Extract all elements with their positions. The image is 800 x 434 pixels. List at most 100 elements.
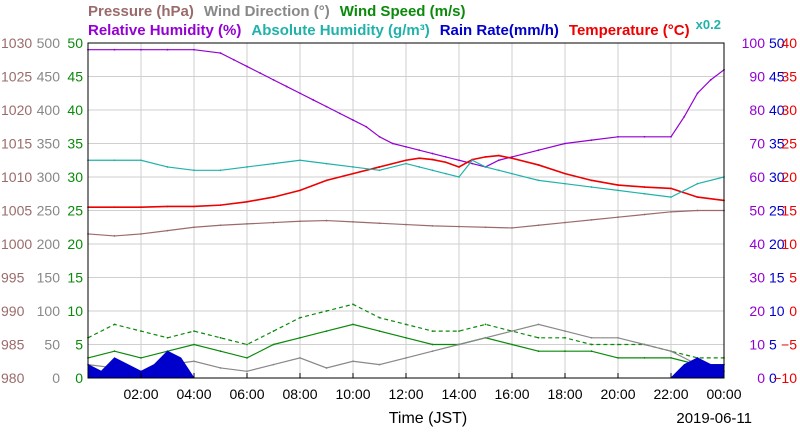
tick-label-wind-direction: 50 xyxy=(44,337,60,353)
data-point xyxy=(285,85,288,88)
tick-label-wind-direction: 100 xyxy=(37,303,61,319)
data-point xyxy=(299,336,301,339)
data-point xyxy=(166,166,169,168)
x-tick-label: 00:00 xyxy=(706,386,741,402)
tick-label-wind-speed: 25 xyxy=(67,203,83,219)
data-point xyxy=(352,323,354,326)
tick-label-rain-rate: 15 xyxy=(769,270,785,286)
data-point xyxy=(431,343,434,346)
data-point xyxy=(405,223,407,226)
x-tick-label: 12:00 xyxy=(388,386,423,402)
data-point xyxy=(405,336,407,339)
tick-label-pressure: 1015 xyxy=(1,136,32,152)
tick-label-wind-direction: 150 xyxy=(37,270,61,286)
legend-item-humidity: Relative Humidity (%) xyxy=(88,22,241,39)
data-point xyxy=(458,176,460,178)
data-point xyxy=(484,226,487,229)
tick-label-wind-speed: 5 xyxy=(75,337,83,353)
tick-label-temperature: −10 xyxy=(773,370,797,386)
data-point xyxy=(405,145,407,148)
tick-label-pressure: 995 xyxy=(1,270,25,286)
data-point xyxy=(405,357,407,359)
data-point xyxy=(312,99,315,101)
data-point xyxy=(418,166,421,168)
data-point xyxy=(511,227,513,229)
data-point xyxy=(365,125,368,128)
data-point xyxy=(484,156,487,158)
x-tick-label: 22:00 xyxy=(653,386,688,402)
tick-label-humidity: 80 xyxy=(749,102,765,118)
legend-item-absolute-humidity: Absolute Humidity (g/m³) xyxy=(251,22,429,39)
data-point xyxy=(537,224,540,227)
data-point xyxy=(617,216,619,219)
tick-label-rain-rate: 30 xyxy=(769,169,785,185)
legend-item-pressure: Pressure (hPa) xyxy=(88,3,194,20)
tick-label-wind-speed: 45 xyxy=(67,69,83,85)
data-point xyxy=(431,330,434,332)
tick-label-temperature: 25 xyxy=(781,136,797,152)
series-line-relative-humidity xyxy=(88,49,725,168)
data-point xyxy=(484,336,487,339)
tick-label-temperature: 0 xyxy=(789,303,797,319)
data-point xyxy=(272,196,275,199)
data-point xyxy=(378,169,381,172)
data-point xyxy=(617,135,619,138)
data-point xyxy=(405,323,407,326)
data-point xyxy=(683,115,686,118)
data-point xyxy=(670,135,672,138)
data-point xyxy=(471,162,474,165)
data-point xyxy=(418,157,421,160)
data-point xyxy=(511,172,513,175)
data-point xyxy=(537,336,540,339)
tick-label-wind-speed: 0 xyxy=(75,370,83,386)
x-tick-label: 04:00 xyxy=(176,386,211,402)
tick-label-pressure: 985 xyxy=(1,337,25,353)
data-point xyxy=(670,196,672,199)
data-point xyxy=(444,161,447,164)
x-tick-label: 10:00 xyxy=(335,386,370,402)
data-point xyxy=(511,330,513,332)
data-point xyxy=(193,343,195,346)
data-point xyxy=(113,206,116,209)
tick-label-pressure: 1020 xyxy=(1,102,32,118)
data-point xyxy=(246,343,248,346)
data-point xyxy=(299,220,301,223)
x-tick-label: 14:00 xyxy=(441,386,476,402)
data-point xyxy=(272,221,275,224)
legend: Pressure (hPa) Wind Direction (°) Wind Spe… xyxy=(88,3,721,39)
tick-label-humidity: 10 xyxy=(749,337,765,353)
data-point xyxy=(537,323,540,326)
data-point xyxy=(458,343,460,346)
data-point xyxy=(590,343,593,346)
data-point xyxy=(219,336,222,339)
data-point xyxy=(643,357,646,359)
data-point xyxy=(511,157,513,160)
data-point xyxy=(299,189,301,192)
tick-label-wind-speed: 50 xyxy=(67,35,83,51)
x-axis-label: Time (JST) xyxy=(389,410,468,427)
data-point xyxy=(590,350,593,353)
data-point xyxy=(113,350,116,353)
data-point xyxy=(458,330,460,332)
date-label: 2019-06-11 xyxy=(676,410,752,427)
data-point xyxy=(193,330,195,332)
data-point xyxy=(458,159,460,162)
tick-label-wind-speed: 20 xyxy=(67,236,83,252)
data-point xyxy=(246,223,248,225)
data-point xyxy=(325,367,328,369)
data-point xyxy=(140,159,142,162)
data-point xyxy=(272,343,275,346)
data-point xyxy=(537,350,540,353)
tick-label-humidity: 90 xyxy=(749,69,765,85)
data-point xyxy=(564,336,566,339)
data-point xyxy=(537,179,540,182)
tick-label-humidity: 50 xyxy=(749,203,765,219)
data-point xyxy=(590,179,593,182)
data-point xyxy=(431,152,434,155)
data-point xyxy=(617,343,619,346)
legend-item-wind-speed: Wind Speed (m/s) xyxy=(340,3,466,20)
tick-label-wind-direction: 300 xyxy=(37,169,61,185)
tick-label-wind-direction: 350 xyxy=(37,136,61,152)
data-point xyxy=(497,154,500,157)
